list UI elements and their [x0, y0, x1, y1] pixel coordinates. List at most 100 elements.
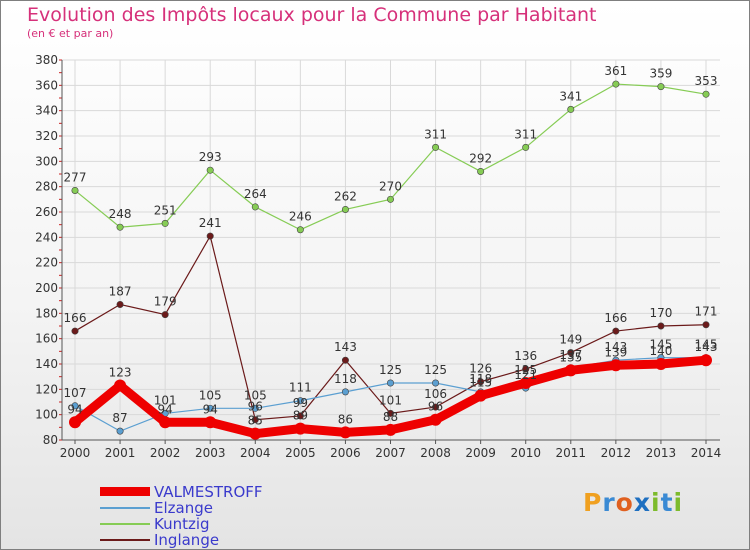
legend-label-elzange: Elzange	[154, 499, 213, 517]
data-label-valmestroff-2005: 89	[293, 409, 308, 423]
x-tick-label: 2007	[375, 446, 406, 460]
data-label-elzange-2013: 145	[649, 338, 672, 352]
data-label-valmestroff-2008: 96	[428, 400, 443, 414]
x-tick-label: 2005	[285, 446, 316, 460]
data-label-valmestroff-2013: 140	[649, 344, 672, 358]
data-label-kuntzig-2006: 262	[334, 189, 357, 203]
data-point-kuntzig-2005	[296, 226, 304, 234]
data-point-valmestroff-2001	[114, 379, 127, 392]
data-label-elzange-2003: 105	[199, 388, 222, 402]
y-tick-label: 300	[35, 154, 58, 168]
data-label-kuntzig-2005: 246	[289, 210, 312, 224]
data-point-inglange-2010	[522, 365, 530, 373]
legend-label-valmestroff: VALMESTROFF	[154, 483, 263, 501]
data-point-elzange-2000	[71, 402, 79, 410]
data-point-kuntzig-2013	[657, 83, 665, 91]
data-label-elzange-2006: 118	[334, 372, 357, 386]
data-point-inglange-2004	[251, 416, 259, 424]
data-point-valmestroff-2000	[69, 416, 81, 429]
data-point-valmestroff-2009	[474, 389, 487, 402]
data-point-valmestroff-2004	[249, 427, 262, 440]
data-label-elzange-2007: 125	[379, 363, 402, 377]
data-point-valmestroff-2002	[159, 416, 172, 429]
data-label-kuntzig-2010: 311	[514, 127, 537, 141]
data-point-inglange-2001	[116, 300, 124, 308]
data-point-valmestroff-2003	[204, 416, 217, 429]
data-point-inglange-2014	[702, 321, 710, 329]
data-label-valmestroff-2007: 88	[383, 410, 398, 424]
y-tick-label: 100	[35, 408, 58, 422]
data-label-inglange-2007: 101	[379, 393, 402, 407]
y-tick-label: 260	[35, 205, 58, 219]
data-point-kuntzig-2001	[116, 223, 124, 231]
data-label-valmestroff-2011: 135	[559, 350, 582, 364]
data-label-inglange-2011: 149	[559, 333, 582, 347]
data-point-elzange-2001	[116, 427, 124, 435]
data-label-valmestroff-2006: 86	[338, 412, 353, 426]
x-tick-label: 2012	[601, 446, 632, 460]
data-label-inglange-2002: 179	[154, 295, 177, 309]
x-tick-label: 2009	[465, 446, 496, 460]
data-point-inglange-2012	[612, 327, 620, 335]
y-tick-label: 140	[35, 357, 58, 371]
data-label-kuntzig-2002: 251	[154, 203, 177, 217]
data-point-inglange-2009	[477, 378, 485, 386]
data-label-valmestroff-2004: 85	[248, 414, 263, 428]
data-label-elzange-2011: 137	[559, 348, 582, 362]
data-label-valmestroff-2009: 115	[469, 376, 492, 390]
y-tick-label: 220	[35, 256, 58, 270]
data-point-kuntzig-2012	[612, 80, 620, 88]
data-point-elzange-2003	[206, 404, 214, 412]
data-label-valmestroff-2012: 139	[604, 345, 627, 359]
proxiti-logo: Proxiti	[583, 488, 684, 517]
data-point-kuntzig-2004	[251, 203, 259, 211]
data-label-elzange-2009: 118	[469, 372, 492, 386]
data-point-inglange-2011	[567, 349, 575, 357]
data-label-inglange-2006: 143	[334, 340, 357, 354]
data-label-inglange-2010: 136	[514, 349, 537, 363]
data-label-valmestroff-2014: 143	[695, 340, 718, 354]
data-point-inglange-2002	[161, 311, 169, 319]
y-tick-label: 380	[35, 53, 58, 67]
x-tick-label: 2013	[646, 446, 677, 460]
data-label-elzange-2010: 121	[514, 368, 537, 382]
data-label-valmestroff-2001: 123	[109, 366, 132, 380]
data-label-kuntzig-2014: 353	[695, 74, 718, 88]
data-point-kuntzig-2009	[477, 167, 485, 175]
data-point-kuntzig-2002	[161, 219, 169, 227]
data-label-inglange-2000: 166	[64, 311, 87, 325]
y-tick-label: 200	[35, 281, 58, 295]
x-tick-label: 2004	[240, 446, 271, 460]
data-point-elzange-2008	[432, 379, 440, 387]
data-label-kuntzig-2003: 293	[199, 150, 222, 164]
data-label-kuntzig-2000: 277	[64, 170, 87, 184]
data-label-inglange-2014: 171	[695, 305, 718, 319]
y-tick-label: 320	[35, 129, 58, 143]
data-label-inglange-2004: 96	[248, 400, 263, 414]
chart-subtitle: (en € et par an)	[27, 27, 114, 40]
data-point-elzange-2005	[296, 397, 304, 405]
data-point-inglange-2000	[71, 327, 79, 335]
x-tick-label: 2011	[556, 446, 587, 460]
data-point-kuntzig-2010	[522, 143, 530, 151]
data-label-valmestroff-2000: 94	[67, 402, 82, 416]
axes: 80 100 120 140 160 180 200 220 240 260 280 300 320 34…	[35, 53, 721, 460]
data-label-elzange-2004: 105	[244, 388, 267, 402]
data-label-elzange-2001: 87	[112, 411, 127, 425]
data-label-kuntzig-2004: 264	[244, 187, 267, 201]
y-tick-label: 180	[35, 306, 58, 320]
data-point-kuntzig-2014	[702, 90, 710, 98]
data-label-inglange-2008: 106	[424, 387, 447, 401]
series-lines	[69, 80, 712, 440]
legend-label-kuntzig: Kuntzig	[154, 515, 210, 533]
data-label-elzange-2005: 111	[289, 381, 312, 395]
data-point-elzange-2004	[251, 404, 259, 412]
y-tick-label: 340	[35, 104, 58, 118]
x-tick-label: 2008	[420, 446, 451, 460]
data-point-kuntzig-2011	[567, 105, 575, 113]
x-tick-label: 2006	[330, 446, 361, 460]
data-label-elzange-2002: 101	[154, 393, 177, 407]
data-point-valmestroff-2012	[609, 359, 622, 372]
